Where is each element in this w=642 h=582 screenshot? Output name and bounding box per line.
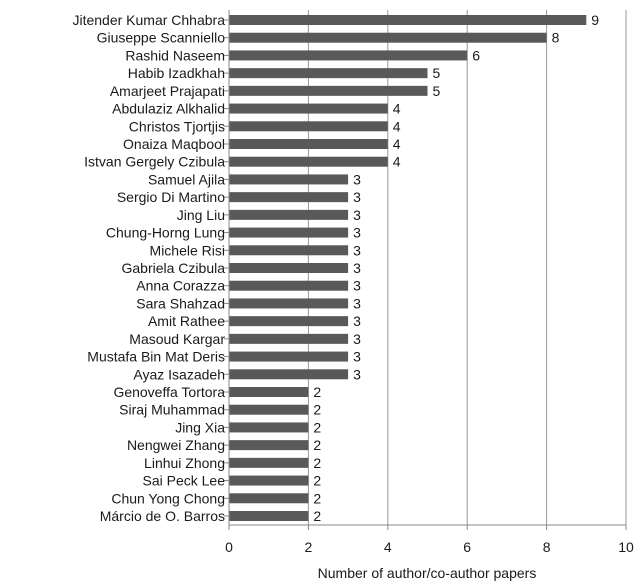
value-label-21: 3: [353, 366, 361, 382]
category-label-7: Christos Tjortjis: [129, 118, 225, 134]
category-label-14: Michele Risi: [150, 242, 225, 258]
value-label-20: 3: [353, 349, 361, 365]
value-label-29: 2: [313, 508, 321, 524]
x-axis-title: Number of author/co-author papers: [318, 565, 537, 581]
value-label-6: 4: [393, 101, 401, 117]
bar-1: [229, 15, 587, 25]
category-label-18: Amit Rathee: [148, 313, 225, 329]
value-label-16: 3: [353, 278, 361, 294]
bar-17: [229, 298, 349, 309]
x-tick-label-6: 6: [463, 539, 471, 555]
value-label-26: 2: [313, 455, 321, 471]
category-label-15: Gabriela Czibula: [122, 260, 226, 276]
bar-12: [229, 209, 349, 220]
bar-11: [229, 192, 349, 203]
bar-14: [229, 245, 349, 256]
bar-23: [229, 404, 309, 415]
value-label-3: 6: [472, 47, 480, 63]
category-label-6: Abdulaziz Alkhalid: [112, 101, 225, 117]
value-label-2: 8: [552, 30, 560, 46]
x-tick-label-10: 10: [618, 539, 634, 555]
bar-20: [229, 351, 349, 362]
bar-13: [229, 227, 349, 238]
value-label-19: 3: [353, 331, 361, 347]
value-label-25: 2: [313, 437, 321, 453]
value-label-13: 3: [353, 225, 361, 241]
category-label-26: Linhui Zhong: [144, 455, 225, 471]
bar-24: [229, 422, 309, 433]
category-label-23: Siraj Muhammad: [119, 402, 225, 418]
value-label-8: 4: [393, 136, 401, 152]
category-label-24: Jing Xia: [175, 419, 225, 435]
value-label-18: 3: [353, 313, 361, 329]
category-label-12: Jing Liu: [177, 207, 225, 223]
category-label-10: Samuel Ajila: [148, 171, 225, 187]
value-label-11: 3: [353, 189, 361, 205]
category-label-9: Istvan Gergely Czibula: [84, 154, 225, 170]
value-label-15: 3: [353, 260, 361, 276]
category-label-5: Amarjeet Prajapati: [110, 83, 225, 99]
bar-5: [229, 85, 428, 96]
category-label-13: Chung-Horng Lung: [106, 225, 225, 241]
category-label-4: Habib Izadkhah: [128, 65, 225, 81]
value-label-23: 2: [313, 402, 321, 418]
bar-21: [229, 369, 349, 380]
value-label-1: 9: [591, 12, 599, 28]
labels: 0 2 4 6 8 10 Jitender Kumar Chhabra 9 Giuseppe S…: [72, 12, 634, 555]
value-label-17: 3: [353, 295, 361, 311]
value-label-5: 5: [433, 83, 441, 99]
bar-26: [229, 457, 309, 468]
category-label-1: Jitender Kumar Chhabra: [72, 12, 225, 28]
category-label-3: Rashid Naseem: [125, 47, 225, 63]
category-label-16: Anna Corazza: [136, 278, 225, 294]
value-label-24: 2: [313, 419, 321, 435]
bar-6: [229, 103, 388, 114]
bar-2: [229, 32, 547, 43]
bar-10: [229, 174, 349, 185]
bar-27: [229, 475, 309, 486]
category-label-21: Ayaz Isazadeh: [133, 366, 225, 382]
category-label-28: Chun Yong Chong: [111, 490, 225, 506]
bar-29: [229, 511, 309, 521]
bar-8: [229, 139, 388, 149]
x-tick-label-4: 4: [384, 539, 392, 555]
category-label-20: Mustafa Bin Mat Deris: [87, 349, 225, 365]
category-label-27: Sai Peck Lee: [143, 473, 226, 489]
value-label-10: 3: [353, 171, 361, 187]
axes: [224, 10, 627, 530]
value-label-12: 3: [353, 207, 361, 223]
value-label-14: 3: [353, 242, 361, 258]
bar-25: [229, 440, 309, 451]
bar-16: [229, 280, 349, 291]
value-label-7: 4: [393, 118, 401, 134]
bar-28: [229, 493, 309, 504]
x-tick-label-8: 8: [543, 539, 551, 555]
bar-22: [229, 387, 309, 397]
value-label-9: 4: [393, 154, 401, 170]
category-label-19: Masoud Kargar: [129, 331, 225, 347]
category-label-17: Sara Shahzad: [136, 295, 225, 311]
x-tick-label-0: 0: [225, 539, 233, 555]
bar-18: [229, 316, 349, 327]
bar-9: [229, 156, 388, 167]
value-label-22: 2: [313, 384, 321, 400]
category-label-29: Márcio de O. Barros: [100, 508, 225, 524]
value-label-28: 2: [313, 490, 321, 506]
bar-4: [229, 68, 428, 79]
value-label-27: 2: [313, 473, 321, 489]
bar-19: [229, 333, 349, 344]
bars: [229, 15, 587, 521]
bar-7: [229, 121, 388, 132]
category-label-8: Onaiza Maqbool: [123, 136, 225, 152]
category-label-22: Genoveffa Tortora: [113, 384, 225, 400]
category-label-11: Sergio Di Martino: [117, 189, 225, 205]
value-label-4: 5: [433, 65, 441, 81]
bar-15: [229, 263, 349, 273]
x-tick-label-2: 2: [305, 539, 313, 555]
category-label-25: Nengwei Zhang: [127, 437, 225, 453]
bar-3: [229, 50, 468, 61]
category-label-2: Giuseppe Scanniello: [97, 30, 226, 46]
